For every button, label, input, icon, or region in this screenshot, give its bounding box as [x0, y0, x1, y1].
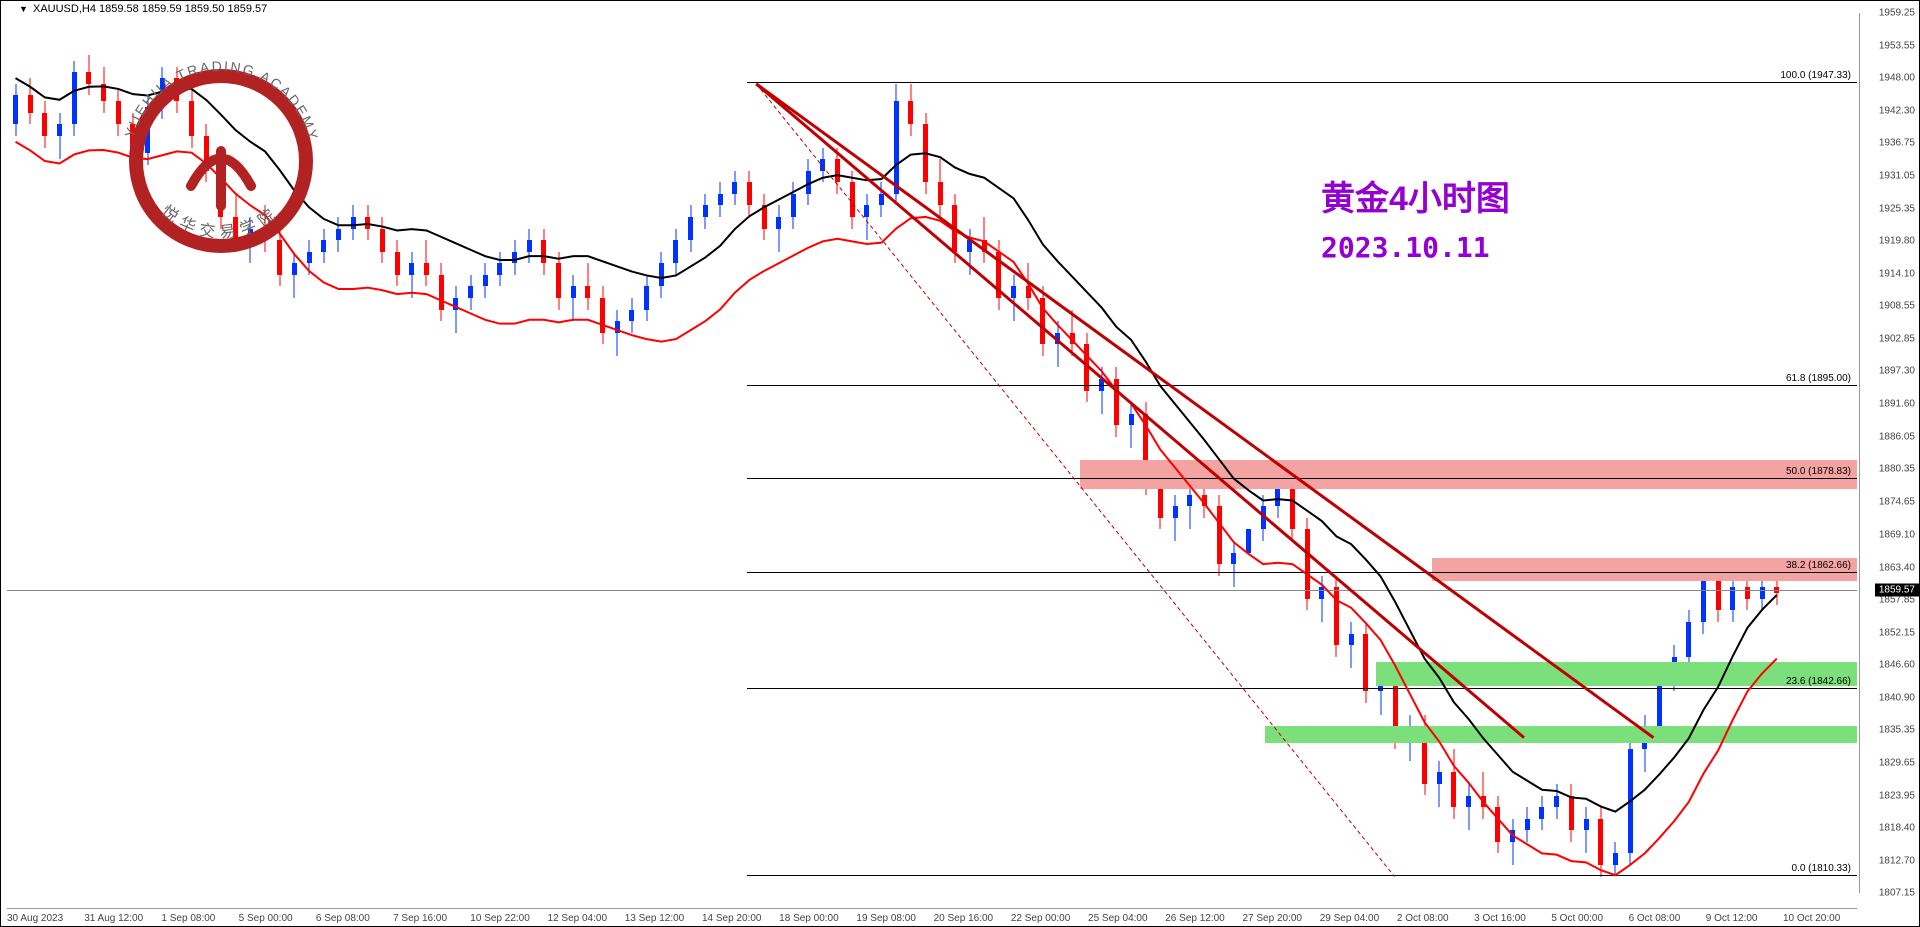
y-tick-label: 1959.25: [1879, 8, 1915, 19]
y-tick-label: 1807.15: [1879, 888, 1915, 899]
y-tick-label: 1863.40: [1879, 562, 1915, 573]
fib-label-38.2: 38.2 (1862.66): [1786, 560, 1851, 571]
chart-header: ▼ XAUUSD,H4 1859.58 1859.59 1859.50 1859…: [19, 3, 267, 15]
fib-line-23.6: [747, 688, 1857, 689]
y-axis: 1959.251953.551948.001942.301936.751931.…: [1859, 13, 1919, 893]
fib-label-50.0: 50.0 (1878.83): [1786, 466, 1851, 477]
x-tick-label: 29 Sep 04:00: [1320, 913, 1380, 924]
x-tick-label: 12 Sep 04:00: [548, 913, 608, 924]
fib-label-23.6: 23.6 (1842.66): [1786, 676, 1851, 687]
y-tick-label: 1897.30: [1879, 366, 1915, 377]
x-tick-label: 9 Oct 12:00: [1706, 913, 1758, 924]
y-tick-label: 1919.80: [1879, 236, 1915, 247]
x-tick-label: 3 Oct 16:00: [1474, 913, 1526, 924]
current-price-marker: 1859.57: [1875, 583, 1919, 596]
x-tick-label: 20 Sep 16:00: [934, 913, 994, 924]
x-axis: 30 Aug 2023 31 Aug 12:00 1 Sep 08:00 5 Sep …: [7, 908, 1857, 926]
y-tick-label: 1948.00: [1879, 73, 1915, 84]
y-tick-label: 1852.15: [1879, 627, 1915, 638]
x-tick-label: 30 Aug 2023: [7, 913, 63, 924]
y-tick-label: 1829.65: [1879, 757, 1915, 768]
resistance-zone: [1080, 460, 1857, 489]
y-tick-label: 1902.85: [1879, 334, 1915, 345]
x-tick-label: 10 Sep 22:00: [470, 913, 530, 924]
y-tick-label: 1942.30: [1879, 106, 1915, 117]
x-tick-label: 19 Sep 08:00: [856, 913, 916, 924]
symbol-label: XAUUSD,H4: [33, 3, 96, 15]
x-tick-label: 22 Sep 00:00: [1011, 913, 1071, 924]
y-tick-label: 1953.55: [1879, 40, 1915, 51]
y-tick-label: 1840.90: [1879, 692, 1915, 703]
dropdown-icon[interactable]: ▼: [19, 4, 28, 14]
academy-logo: YUEHUA TRADING ACADEMY 悦华交易学院: [91, 31, 351, 291]
svg-text:YUEHUA TRADING ACADEMY: YUEHUA TRADING ACADEMY: [121, 58, 321, 143]
x-tick-label: 1 Sep 08:00: [161, 913, 215, 924]
y-tick-label: 1931.05: [1879, 171, 1915, 182]
y-tick-label: 1846.60: [1879, 659, 1915, 670]
x-tick-label: 27 Sep 20:00: [1242, 913, 1302, 924]
y-tick-label: 1818.40: [1879, 822, 1915, 833]
fib-line-61.8: [747, 385, 1857, 386]
y-tick-label: 1886.05: [1879, 431, 1915, 442]
fib-line-38.2: [747, 572, 1857, 573]
x-tick-label: 26 Sep 12:00: [1165, 913, 1225, 924]
x-tick-label: 2 Oct 08:00: [1397, 913, 1449, 924]
chart-title-line1: 黄金4小时图: [1321, 171, 1510, 220]
y-tick-label: 1835.35: [1879, 724, 1915, 735]
y-tick-label: 1914.10: [1879, 269, 1915, 280]
fib-label-0.0: 0.0 (1810.33): [1792, 863, 1852, 874]
chart-container: ▼ XAUUSD,H4 1859.58 1859.59 1859.50 1859…: [0, 0, 1920, 927]
y-tick-label: 1925.35: [1879, 204, 1915, 215]
y-tick-label: 1869.10: [1879, 529, 1915, 540]
y-tick-label: 1891.60: [1879, 399, 1915, 410]
x-tick-label: 5 Oct 00:00: [1551, 913, 1603, 924]
x-tick-label: 14 Sep 20:00: [702, 913, 762, 924]
support-zone: [1376, 662, 1857, 685]
x-tick-label: 31 Aug 12:00: [84, 913, 143, 924]
fib-label-61.8: 61.8 (1895.00): [1786, 373, 1851, 384]
chart-title-line2: 2023.10.11: [1321, 231, 1490, 264]
y-tick-label: 1823.95: [1879, 790, 1915, 801]
y-tick-label: 1812.70: [1879, 855, 1915, 866]
x-tick-label: 25 Sep 04:00: [1088, 913, 1148, 924]
x-tick-label: 7 Sep 16:00: [393, 913, 447, 924]
fib-line-0.0: [747, 875, 1857, 876]
fib-line-100.0: [747, 82, 1857, 83]
fib-label-100.0: 100.0 (1947.33): [1780, 70, 1851, 81]
y-tick-label: 1880.35: [1879, 464, 1915, 475]
ohlc-values: 1859.58 1859.59 1859.50 1859.57: [99, 3, 267, 15]
x-tick-label: 18 Sep 00:00: [779, 913, 839, 924]
x-tick-label: 10 Oct 20:00: [1783, 913, 1840, 924]
x-tick-label: 13 Sep 12:00: [625, 913, 685, 924]
y-tick-label: 1908.55: [1879, 301, 1915, 312]
x-tick-label: 6 Sep 08:00: [316, 913, 370, 924]
y-tick-label: 1936.75: [1879, 138, 1915, 149]
fib-line-50.0: [747, 478, 1857, 479]
x-tick-label: 6 Oct 08:00: [1629, 913, 1681, 924]
support-zone: [1265, 726, 1857, 743]
y-tick-label: 1874.65: [1879, 497, 1915, 508]
x-tick-label: 5 Sep 00:00: [239, 913, 293, 924]
